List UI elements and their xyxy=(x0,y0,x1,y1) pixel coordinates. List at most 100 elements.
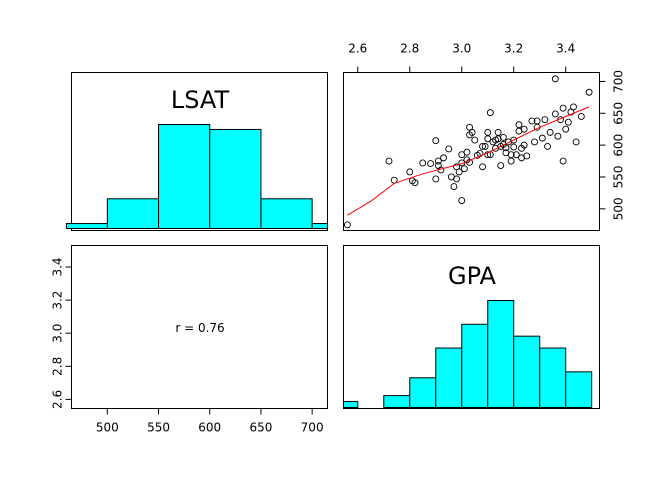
scatter-point xyxy=(559,104,567,112)
axes: 500 550 600 650 700 2.6 2.8 3.0 3.2 3.4 2.6 2.8 3.0 3… xyxy=(51,42,626,435)
scatter-point xyxy=(559,157,567,165)
scatter-point xyxy=(460,165,468,173)
gpa-histogram-panel xyxy=(343,245,600,409)
gpa-histogram-bar xyxy=(461,323,489,408)
scatter-point xyxy=(507,151,515,159)
scatter-point xyxy=(510,136,518,144)
scatter-point xyxy=(531,138,538,146)
scatter-point xyxy=(577,113,585,120)
scatter-point xyxy=(484,151,492,159)
scatter-point xyxy=(479,163,486,171)
scatter-point xyxy=(502,144,510,152)
lsat-histogram-panel xyxy=(71,72,328,231)
gpa-histogram-bar xyxy=(343,401,359,408)
gpa-histogram-bar xyxy=(409,377,437,408)
scatter-point xyxy=(453,175,461,183)
y-axis-tick-label-right: 500 xyxy=(612,197,626,220)
scatter-point xyxy=(458,197,466,205)
gpa-histogram-bar xyxy=(487,300,515,408)
scatter-point xyxy=(570,103,577,111)
x-axis-tick-label-bottom: 550 xyxy=(147,421,170,435)
scatter-point xyxy=(419,159,427,167)
scatter-point xyxy=(466,158,474,166)
scatter-points xyxy=(343,75,593,229)
lsat-histogram-bar xyxy=(311,223,329,230)
scatter-point xyxy=(499,134,507,141)
scatter-point xyxy=(385,157,393,165)
scatter-point xyxy=(512,151,520,159)
scatter-point xyxy=(484,135,492,143)
scatter-point xyxy=(541,116,549,124)
lsat-histogram-bar xyxy=(65,223,108,230)
scatter-point xyxy=(546,128,554,136)
x-axis-tick-label-bottom: 600 xyxy=(198,421,221,435)
scatter-point xyxy=(440,154,448,162)
y-axis-tick-label-left: 3.2 xyxy=(51,291,65,310)
y-axis-tick-label-right: 700 xyxy=(612,70,626,93)
y-axis-tick-label-left: 3.4 xyxy=(51,257,65,276)
y-axis-tick-label-left: 3.0 xyxy=(51,324,65,343)
scatter-point xyxy=(406,168,414,176)
y-axis-tick-label-right: 550 xyxy=(612,166,626,189)
scatter-point xyxy=(450,183,458,190)
scatter-point xyxy=(479,142,486,150)
scatter-point xyxy=(471,136,479,144)
scatter-point xyxy=(515,121,523,129)
scatter-point xyxy=(510,143,518,151)
scatter-point xyxy=(520,125,528,133)
y-axis-tick-label-right: 600 xyxy=(612,134,626,157)
gpa-variable-label: GPA xyxy=(448,262,497,290)
y-axis-tick-label-left: 2.6 xyxy=(51,390,65,409)
x-axis-tick-label-top: 2.8 xyxy=(400,42,419,56)
lowess-smoother-line xyxy=(347,106,590,216)
scatter-point xyxy=(528,117,536,125)
scatter-point xyxy=(434,157,442,165)
scatter-point xyxy=(432,137,440,145)
scatter-point xyxy=(494,128,502,136)
x-axis-tick-label-top: 2.6 xyxy=(348,42,367,56)
scatter-panel xyxy=(343,72,600,231)
scatter-point xyxy=(411,179,419,187)
scatter-point xyxy=(564,118,572,126)
scatter-point xyxy=(497,162,505,169)
scatter-point xyxy=(434,162,442,169)
x-axis-tick-label-bottom: 700 xyxy=(301,421,324,435)
x-axis-tick-label-top: 3.2 xyxy=(504,42,523,56)
gpa-histogram-bar xyxy=(539,347,567,408)
scatter-point xyxy=(343,221,351,229)
scatter-point xyxy=(554,132,562,140)
x-axis-tick-label-top: 3.4 xyxy=(556,42,575,56)
scatter-point xyxy=(455,168,463,176)
lsat-histogram-bar xyxy=(260,198,313,230)
correlation-value: r = 0.76 xyxy=(175,321,224,335)
scatter-point xyxy=(486,109,494,117)
gpa-histogram-bar xyxy=(565,371,593,409)
scatter-point xyxy=(585,88,593,96)
lsat-histogram-bars xyxy=(65,124,329,230)
scatter-point xyxy=(427,160,435,168)
x-axis-tick-label-bottom: 500 xyxy=(96,421,119,435)
x-axis-tick-label-bottom: 650 xyxy=(249,421,272,435)
scatter-point xyxy=(551,110,559,118)
scatter-point xyxy=(481,142,489,150)
lsat-histogram-bar xyxy=(106,198,160,230)
lsat-histogram-bar xyxy=(158,124,211,229)
scatter-point xyxy=(562,125,570,133)
scatter-point xyxy=(523,152,531,160)
scatter-point xyxy=(551,75,559,83)
gpa-histogram-bars xyxy=(343,300,593,409)
scatter-point xyxy=(445,145,453,153)
scatter-point xyxy=(538,134,546,142)
lsat-variable-label: LSAT xyxy=(171,86,230,114)
scatter-point xyxy=(432,175,440,183)
gpa-histogram-bar xyxy=(383,395,411,409)
scatter-point xyxy=(520,141,528,149)
scatter-point xyxy=(468,128,476,136)
x-axis-tick-label-top: 3.0 xyxy=(452,42,471,56)
scatter-point xyxy=(484,128,492,136)
y-axis-tick-label-left: 2.8 xyxy=(51,357,65,376)
scatter-point xyxy=(544,142,551,150)
scatter-point xyxy=(507,157,515,165)
scatter-point xyxy=(463,148,471,156)
